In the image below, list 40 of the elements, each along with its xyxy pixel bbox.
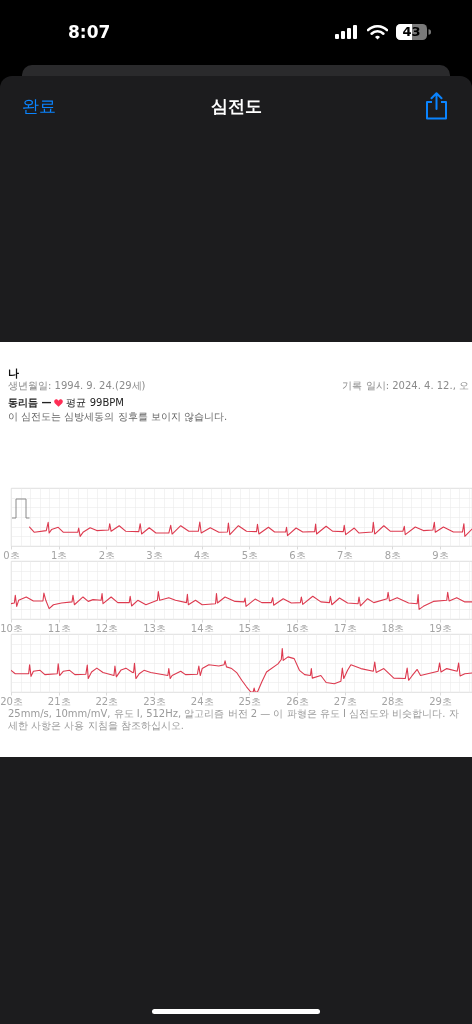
x-tick-label: 18초 <box>381 622 405 634</box>
x-tick-label: 23초 <box>143 695 166 707</box>
x-tick-label: 0초 <box>3 549 20 561</box>
x-tick-label: 10초 <box>0 622 23 634</box>
x-tick-label: 12초 <box>95 622 119 634</box>
x-tick-label: 1초 <box>50 549 68 561</box>
x-tick-label: 4초 <box>194 549 211 561</box>
x-tick-label: 22초 <box>95 695 119 707</box>
x-tick-label: 15초 <box>238 622 262 634</box>
x-tick-label: 2초 <box>98 549 116 561</box>
x-tick-label: 19초 <box>429 622 452 634</box>
x-tick-label: 11초 <box>47 622 71 634</box>
x-tick-label: 21초 <box>47 695 71 707</box>
x-tick-label: 8초 <box>384 549 402 561</box>
x-tick-label: 25초 <box>238 695 262 707</box>
x-tick-label: 3초 <box>146 549 163 561</box>
x-tick-label: 29초 <box>429 695 452 707</box>
x-tick-label: 7초 <box>337 549 354 561</box>
text: 완료 <box>22 95 56 117</box>
x-tick-label: 5초 <box>241 549 259 561</box>
x-tick-label: 24초 <box>190 695 214 707</box>
x-tick-label: 27초 <box>333 695 357 707</box>
x-tick-label: 14초 <box>190 622 214 634</box>
text: 동리듬 — <box>8 397 52 409</box>
text: 심전도 <box>210 96 262 116</box>
text: 기록 일시: 2024. 4. 12., 오 <box>342 380 469 392</box>
x-tick-label: 6초 <box>289 549 306 561</box>
text: 나 <box>8 367 19 380</box>
text: 8:07 <box>68 21 111 44</box>
x-tick-label: 28초 <box>381 695 405 707</box>
text: 25mm/s, 10mm/mV, 유도 I, 512Hz, 알고리즘 버전 2 — 이 파형은 유도 I 심전도와 비슷합니다. 자세한 사항은 사용 지침을 참조하십시오. <box>8 708 460 732</box>
text: 이 심전도는 심방세동의 징후를 보이지 않습니다. <box>8 411 228 423</box>
x-tick-label: 17초 <box>333 622 357 634</box>
x-tick-label: 20초 <box>0 695 23 707</box>
text: 평균 99BPM <box>66 397 124 409</box>
x-tick-label: 9초 <box>432 549 449 561</box>
x-tick-label: 16초 <box>286 622 309 634</box>
text: 생년월일: 1994. 9. 24.(29세) <box>8 380 146 392</box>
x-tick-label: 26초 <box>286 695 309 707</box>
x-tick-label: 13초 <box>143 622 166 634</box>
